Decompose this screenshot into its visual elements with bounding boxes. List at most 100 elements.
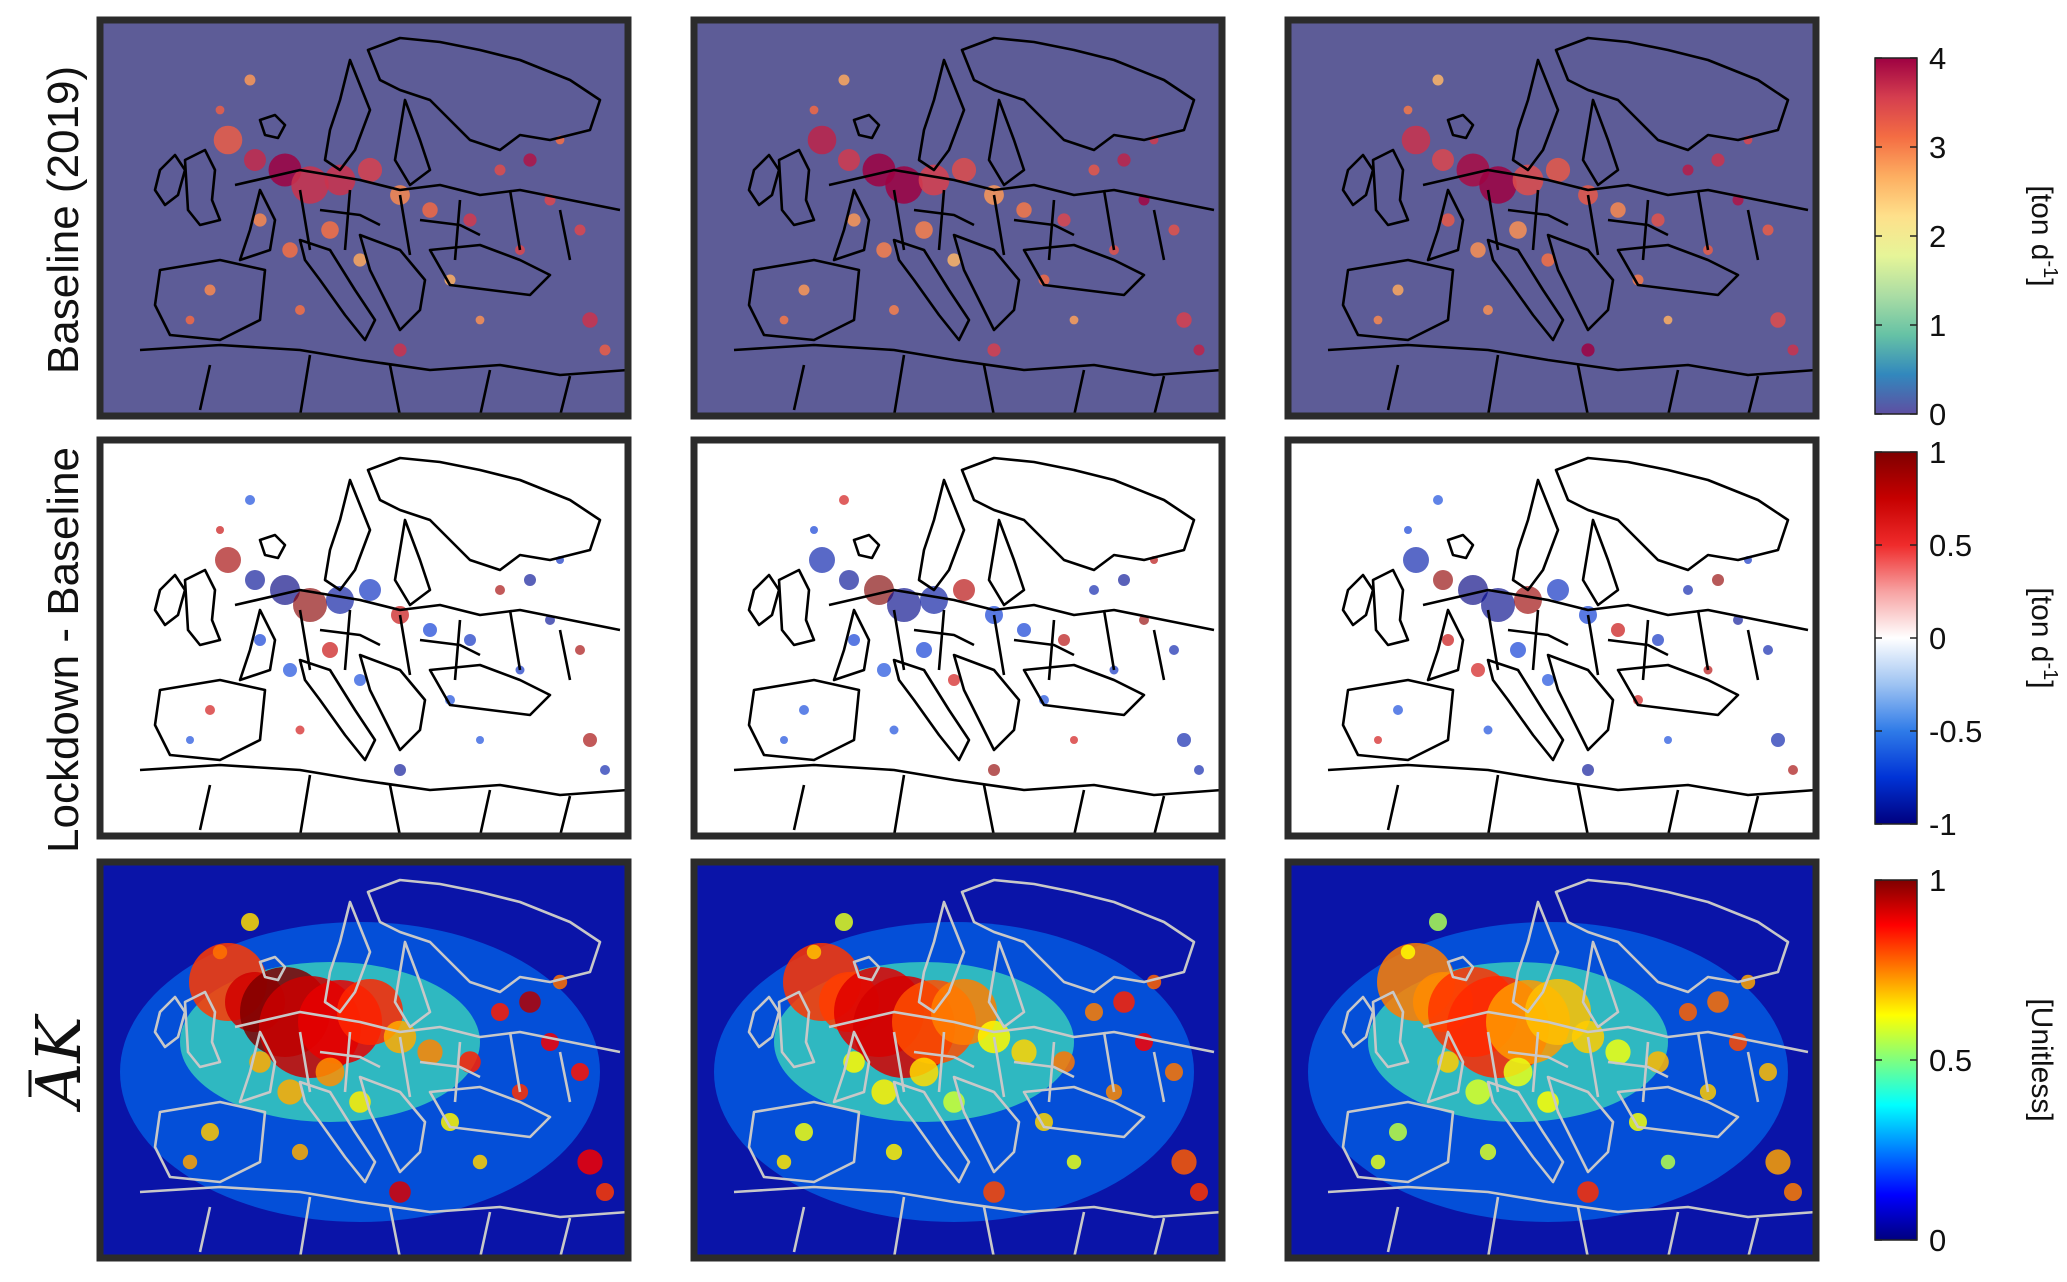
emission-hotspot [839, 570, 859, 590]
emission-hotspot [1610, 202, 1626, 218]
country-border [323, 478, 372, 592]
country-border [913, 1050, 1075, 1079]
emission-hotspot [1788, 765, 1798, 775]
emission-hotspot [1712, 574, 1724, 586]
country-border [153, 573, 187, 627]
country-border [1327, 343, 1816, 377]
emission-hotspot [1370, 1154, 1386, 1170]
emission-hotspot [1763, 645, 1773, 655]
country-border [1507, 208, 1669, 237]
panel-frame [690, 16, 1226, 420]
country-border [832, 1030, 871, 1104]
country-border [747, 1100, 861, 1184]
emission-hotspot [253, 213, 267, 227]
emission-hotspot [359, 579, 381, 601]
map-panel-r2-c2 [690, 436, 1226, 840]
country-border [393, 98, 432, 187]
emission-hotspot [241, 913, 259, 931]
emission-hotspot [1660, 1154, 1676, 1170]
emission-hotspot [463, 213, 477, 227]
colorbar-tick-label: 0.5 [1929, 528, 1972, 563]
emission-hotspot [810, 526, 818, 534]
emission-hotspot [809, 547, 835, 573]
map-field [694, 862, 1222, 1258]
country-border [1546, 1075, 1615, 1174]
emission-hotspot [577, 1149, 603, 1175]
emission-hotspot [291, 1143, 309, 1161]
emission-hotspot [798, 284, 810, 296]
country-border [792, 774, 1166, 836]
emission-hotspot [1471, 663, 1485, 677]
country-border [832, 608, 871, 682]
emission-hotspot [1787, 344, 1799, 356]
emission-hotspot [1169, 645, 1179, 655]
country-border [238, 608, 277, 682]
emission-hotspot [322, 642, 338, 658]
emission-hotspot [185, 315, 195, 325]
emission-hotspot [216, 526, 224, 534]
country-border [298, 238, 377, 342]
map-field [1288, 862, 1816, 1258]
colorbar-tick-label: -1 [1929, 807, 1957, 842]
country-border [1422, 1010, 1809, 1054]
emission-hotspot [779, 315, 789, 325]
country-border [892, 238, 971, 342]
country-border [952, 653, 1021, 752]
row-label-baseline: Baseline (2019) [39, 66, 88, 374]
emission-hotspot [1663, 315, 1673, 325]
emission-hotspot [1605, 1039, 1631, 1065]
country-border [747, 258, 861, 342]
country-border [298, 1031, 572, 1103]
country-border [1486, 1031, 1760, 1103]
emission-hotspot [1085, 1003, 1103, 1021]
country-border [238, 1030, 277, 1104]
unit-superscript: -1 [2039, 662, 2061, 680]
emission-hotspot [324, 164, 356, 196]
unit-text: [Unitless] [2025, 998, 2058, 1121]
row-label-ak: AK [22, 1013, 95, 1113]
emission-hotspot [201, 1123, 219, 1141]
country-border [777, 148, 816, 227]
country-border [258, 533, 287, 560]
emission-hotspot [1194, 765, 1204, 775]
emission-hotspot [916, 642, 932, 658]
country-border [1422, 168, 1809, 212]
emission-hotspot [326, 586, 354, 614]
panel-frame [96, 16, 632, 420]
emission-hotspot [889, 725, 899, 735]
country-border [139, 343, 628, 377]
emission-hotspot [1651, 213, 1665, 227]
country-border [238, 188, 277, 262]
emission-hotspot [491, 1003, 509, 1021]
country-border [1511, 900, 1560, 1014]
emission-hotspot [1373, 315, 1383, 325]
colorbar-tick-label: 3 [1929, 130, 1946, 165]
row-label-difference: Lockdown - Baseline [39, 447, 88, 853]
map-field [100, 20, 628, 416]
emission-hotspot [1765, 1149, 1791, 1175]
country-border [366, 878, 602, 994]
country-border [358, 1075, 427, 1174]
country-border [1341, 995, 1375, 1049]
emission-hotspot [1541, 253, 1555, 267]
emission-hotspot [204, 284, 216, 296]
panel-frame [1284, 858, 1820, 1262]
country-border [1422, 588, 1809, 632]
emission-hotspot [1770, 312, 1786, 328]
country-border [358, 233, 427, 332]
emission-hotspot [920, 586, 948, 614]
emission-hotspot [1711, 153, 1725, 167]
country-border [1616, 1085, 1740, 1139]
country-border [792, 354, 1166, 416]
emission-hotspot [1113, 991, 1135, 1013]
emission-hotspot [1088, 164, 1100, 176]
country-border [1327, 1185, 1816, 1219]
emission-hotspot [1057, 213, 1071, 227]
emission-hotspot [1759, 1063, 1777, 1081]
country-border [1341, 1100, 1455, 1184]
country-border [153, 1100, 267, 1184]
country-border [319, 628, 481, 657]
row-labels: Baseline (2019) Lockdown - Baseline AK [22, 66, 95, 1113]
row-label-ak-text: AK [22, 1013, 95, 1113]
